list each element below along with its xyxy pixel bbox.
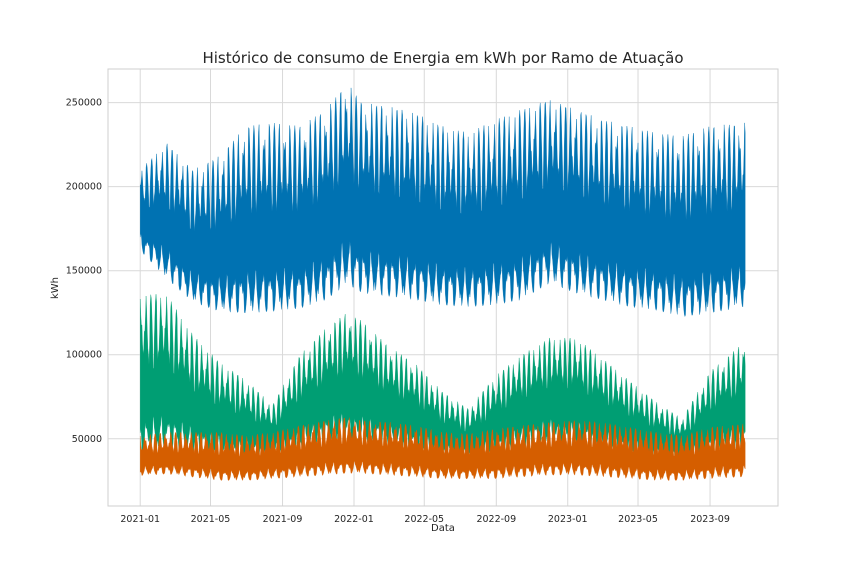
y-tick-label: 150000 bbox=[66, 266, 102, 277]
y-tick-label: 200000 bbox=[66, 182, 102, 193]
chart-title: Histórico de consumo de Energia em kWh p… bbox=[202, 49, 683, 67]
y-tick-label: 250000 bbox=[66, 98, 102, 109]
x-tick-label: 2023-01 bbox=[548, 514, 588, 525]
x-tick-label: 2022-01 bbox=[334, 514, 374, 525]
series-area bbox=[140, 294, 746, 462]
y-tick-label: 50000 bbox=[72, 434, 102, 445]
x-tick-label: 2022-09 bbox=[476, 514, 516, 525]
x-tick-label: 2022-05 bbox=[404, 514, 444, 525]
tick-layer: 2021-01 2021-05 2021-09 2022-01 2022-05 2022-… bbox=[66, 98, 730, 525]
series-area bbox=[140, 417, 746, 481]
y-axis-label: kWh bbox=[50, 277, 61, 299]
x-tick-label: 2021-09 bbox=[263, 514, 303, 525]
x-tick-label: 2021-05 bbox=[191, 514, 231, 525]
x-axis-label: Data bbox=[431, 523, 455, 534]
plot-frame bbox=[107, 68, 779, 507]
y-tick-label: 100000 bbox=[66, 350, 102, 361]
x-tick-label: 2021-01 bbox=[120, 514, 160, 525]
series-layer bbox=[140, 87, 746, 481]
x-tick-label: 2023-09 bbox=[690, 514, 730, 525]
series-area bbox=[140, 87, 746, 318]
x-tick-label: 2023-05 bbox=[618, 514, 658, 525]
